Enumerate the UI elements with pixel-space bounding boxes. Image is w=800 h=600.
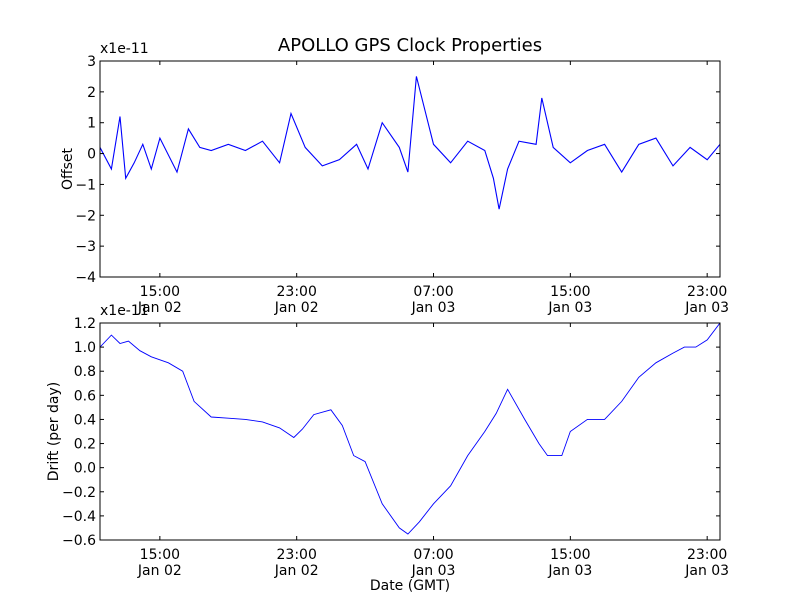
drift-xtick-date-label: Jan 03 (684, 563, 729, 579)
offset-ytick-label: −1 (75, 177, 96, 193)
drift-xtick-time-label: 23:00 (277, 547, 317, 563)
drift-ylabel: Drift (per day) (46, 382, 62, 481)
drift-xtick-date-label: Jan 02 (274, 563, 319, 579)
offset-xtick-date-label: Jan 03 (411, 300, 456, 316)
offset-ytick-label: −3 (75, 239, 96, 255)
drift-xtick-time-label: 23:00 (687, 547, 727, 563)
offset-ytick-label: 3 (87, 54, 96, 70)
drift-ytick-label: 0.4 (74, 412, 96, 428)
offset-xtick-time-label: 15:00 (550, 284, 590, 300)
drift-axes-frame (99, 322, 721, 541)
offset-xtick-time-label: 23:00 (277, 284, 317, 300)
drift-xtick-date-label: Jan 03 (411, 563, 456, 579)
drift-ytick-label: 0.8 (74, 364, 96, 380)
offset-ytick-label: −2 (75, 208, 96, 224)
drift-xtick-time-label: 15:00 (550, 547, 590, 563)
drift-ytick-label: 1.2 (74, 316, 96, 332)
drift-xtick-date-label: Jan 02 (137, 563, 182, 579)
drift-ytick-label: 0.2 (74, 437, 96, 453)
drift-xlabel: Date (GMT) (370, 578, 450, 594)
drift-ytick-label: −0.6 (62, 533, 96, 549)
offset-xtick-date-label: Jan 02 (137, 300, 182, 316)
drift-ytick-label: 1.0 (74, 340, 96, 356)
offset-xtick-time-label: 23:00 (687, 284, 727, 300)
drift-xtick-time-label: 07:00 (413, 547, 453, 563)
offset-ylabel: Offset (60, 147, 76, 190)
offset-axes-frame (99, 60, 721, 278)
drift-y-multiplier: x1e-11 (100, 303, 149, 319)
offset-ytick-label: 1 (87, 116, 96, 132)
drift-ytick-label: −0.4 (62, 509, 96, 525)
offset-xtick-date-label: Jan 02 (274, 300, 319, 316)
drift-ytick-label: 0.6 (74, 388, 96, 404)
offset-xtick-time-label: 07:00 (413, 284, 453, 300)
offset-ytick-label: 2 (87, 85, 96, 101)
drift-xtick-date-label: Jan 03 (547, 563, 592, 579)
offset-ytick-label: 0 (87, 147, 96, 163)
offset-y-multiplier: x1e-11 (100, 41, 149, 57)
drift-series-line-0 (100, 323, 720, 535)
offset-xtick-date-label: Jan 03 (547, 300, 592, 316)
drift-ytick-label: 0.0 (74, 461, 96, 477)
drift-xtick-time-label: 15:00 (140, 547, 180, 563)
offset-xtick-time-label: 15:00 (140, 284, 180, 300)
offset-ytick-label: −4 (75, 270, 96, 286)
figure-title: APOLLO GPS Clock Properties (278, 35, 542, 56)
drift-plot: −0.6−0.4−0.20.00.20.40.60.81.01.215:00Ja… (46, 303, 729, 594)
offset-series-line-0 (100, 76, 720, 210)
offset-xtick-date-label: Jan 03 (684, 300, 729, 316)
drift-ytick-label: −0.2 (62, 485, 96, 501)
